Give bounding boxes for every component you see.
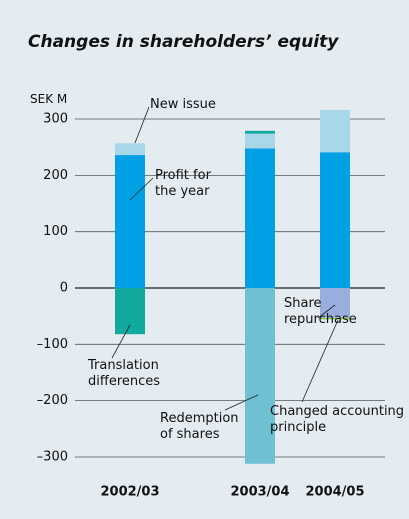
leader-line — [129, 177, 154, 201]
y-tick-label: –300 — [37, 449, 68, 464]
y-tick-label: 100 — [43, 224, 68, 239]
x-tick-label: 2003/04 — [230, 485, 289, 500]
bar-segment — [245, 130, 275, 134]
bar-segment — [320, 317, 350, 320]
y-tick-label: 0 — [60, 281, 68, 296]
y-tick-label: 300 — [43, 112, 68, 127]
bar-segment — [115, 288, 145, 335]
leader-line — [224, 394, 259, 411]
y-axis-label: SEK M — [30, 92, 68, 106]
annotation: Translation differences — [88, 358, 161, 389]
leader-line — [317, 304, 336, 319]
leader-line — [111, 324, 131, 359]
annotation: Profit for the year — [155, 168, 211, 199]
bar-segment — [320, 109, 350, 153]
y-tick-label: 200 — [43, 168, 68, 183]
bar-segment — [115, 143, 145, 156]
annotation: Changed accounting principle — [270, 404, 405, 435]
bar-segment — [245, 148, 275, 288]
x-tick-label: 2004/05 — [305, 485, 364, 500]
bar-segment — [245, 133, 275, 149]
annotation: Redemption of shares — [160, 411, 239, 442]
bar-segment — [245, 288, 275, 464]
leader-line — [134, 106, 150, 144]
annotation: Share repurchase — [284, 296, 357, 327]
bar-segment — [115, 155, 145, 288]
leader-line — [301, 319, 339, 403]
annotation: New issue — [150, 97, 216, 112]
bar-segment — [320, 152, 350, 288]
x-tick-label: 2002/03 — [100, 485, 159, 500]
y-tick-label: –200 — [37, 393, 68, 408]
chart-title: Changes in shareholders’ equity — [28, 32, 339, 52]
y-tick-label: –100 — [37, 337, 68, 352]
